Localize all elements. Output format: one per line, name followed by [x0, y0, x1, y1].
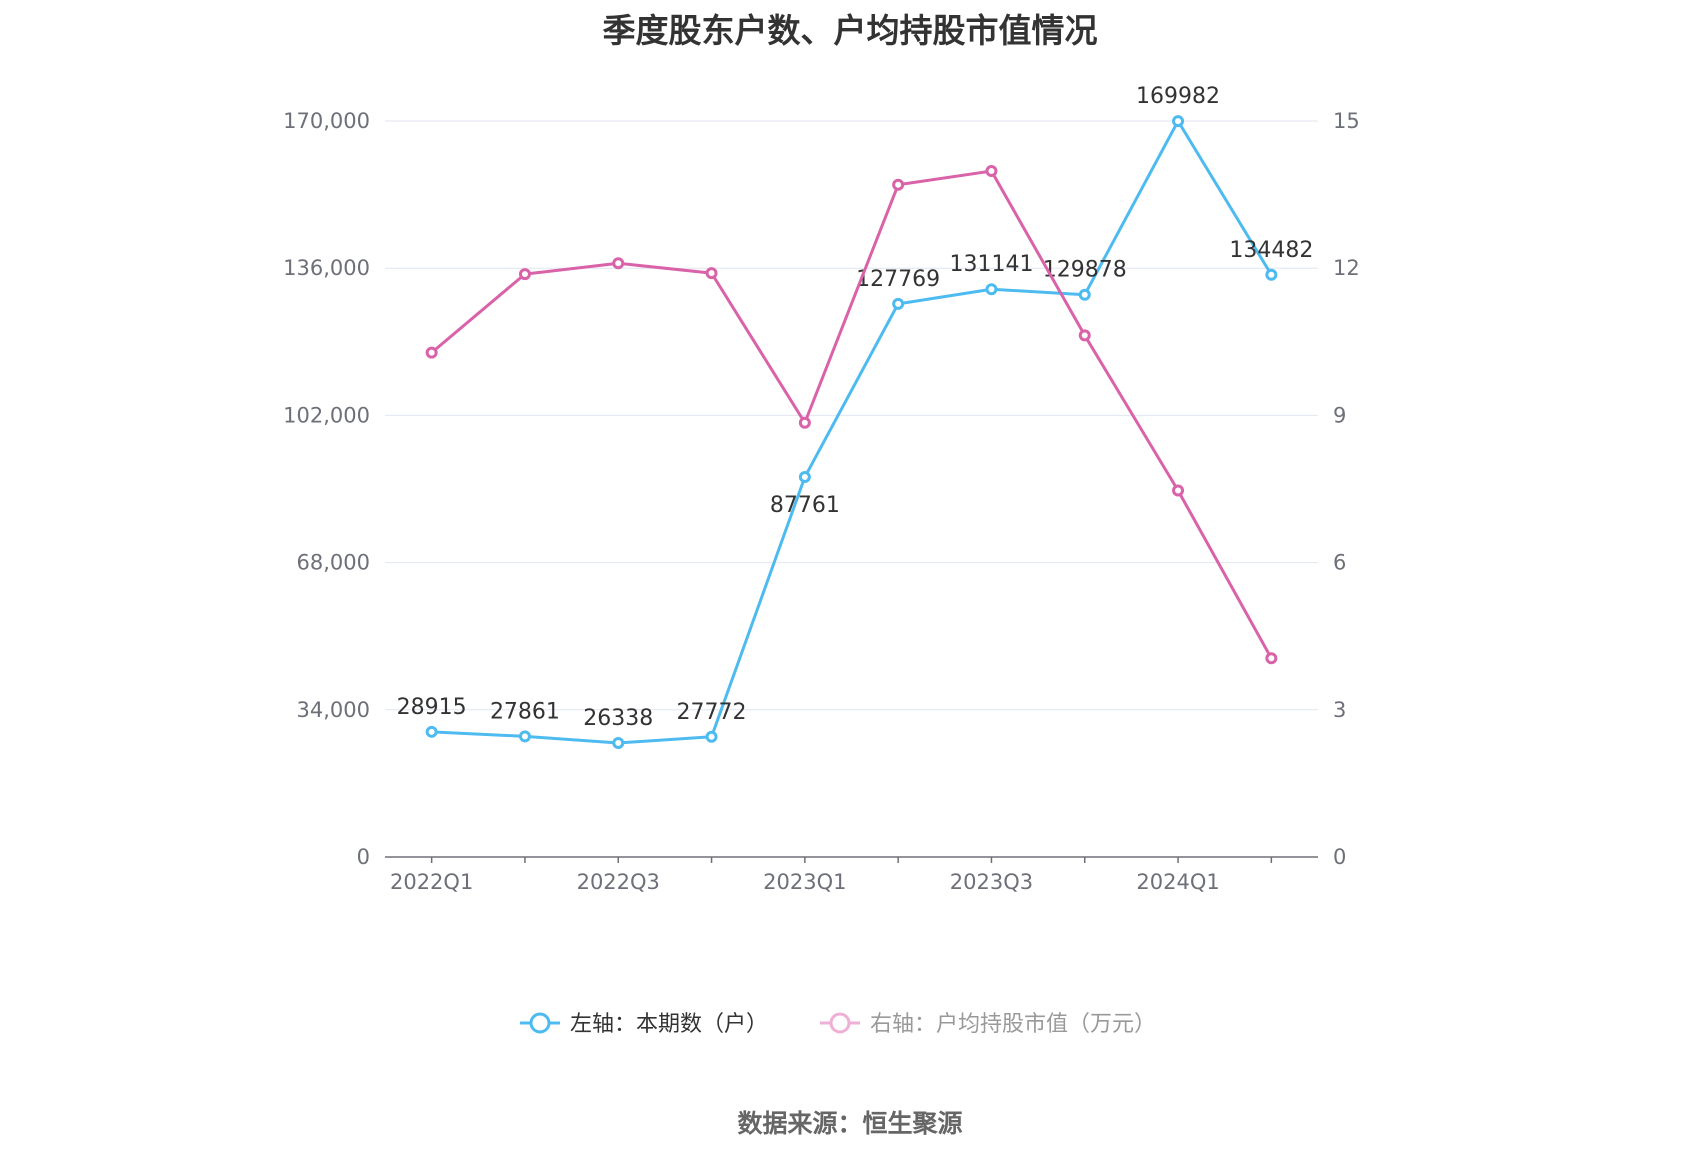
- series-point-right: [1078, 329, 1091, 342]
- series-line-left: [431, 119, 1273, 745]
- series-point-left: [705, 730, 718, 743]
- y-right-tick-label: 6: [1333, 551, 1346, 575]
- series-point-right: [985, 165, 998, 178]
- y-right-tick-label: 12: [1333, 256, 1360, 280]
- data-label: 26338: [583, 706, 653, 731]
- x-tick-label: 2022Q1: [390, 870, 473, 894]
- series-point-right: [705, 267, 718, 280]
- y-axis-right: 0 3 6 9 12 15: [1333, 109, 1360, 869]
- series-point-right: [518, 268, 531, 281]
- series-point-right: [425, 346, 438, 359]
- data-label: 127769: [856, 267, 940, 292]
- y-left-tick-label: 102,000: [283, 403, 370, 427]
- y-right-tick-label: 3: [1333, 698, 1346, 722]
- y-left-tick-label: 170,000: [283, 109, 370, 133]
- series-point-left: [612, 736, 625, 749]
- data-label: 27772: [677, 700, 747, 725]
- data-source: 数据来源：恒生聚源: [737, 1109, 963, 1138]
- data-label: 134482: [1229, 238, 1313, 263]
- data-label: 169982: [1136, 84, 1220, 109]
- series-line-right: [430, 169, 1273, 660]
- data-label: 87761: [770, 493, 840, 518]
- legend-marker: [829, 1012, 851, 1034]
- x-tick-label: 2023Q1: [763, 870, 846, 894]
- y-axis-left: 0 34,000 68,000 102,000 136,000 170,000: [283, 109, 370, 869]
- y-left-tick-label: 68,000: [297, 551, 370, 575]
- series-point-left: [985, 283, 998, 296]
- series-point-left: [892, 297, 905, 310]
- series-point-right: [1172, 484, 1185, 497]
- data-label: 131141: [949, 252, 1033, 277]
- data-label: 27861: [490, 699, 560, 724]
- series-point-left: [1265, 268, 1278, 281]
- series-layer: 28915 27861 26338 27772 87761 127769 131141 129…: [397, 84, 1313, 749]
- data-label: 129878: [1043, 258, 1127, 283]
- series-point-left: [798, 471, 811, 484]
- x-tick-label: 2022Q3: [577, 870, 660, 894]
- x-axis: 2022Q1 2022Q3 2023Q1 2023Q3 2024Q1: [385, 856, 1318, 894]
- x-tick-label: 2023Q3: [950, 870, 1033, 894]
- legend-label: 左轴：本期数（户）: [570, 1012, 768, 1037]
- legend-marker: [529, 1012, 551, 1034]
- x-tick-label: 2024Q1: [1136, 870, 1219, 894]
- legend: 左轴：本期数（户） 右轴：户均持股市值（万元）: [520, 1012, 1156, 1037]
- y-left-tick-label: 0: [357, 845, 370, 869]
- series-point-right: [612, 257, 625, 270]
- y-right-tick-label: 15: [1333, 109, 1360, 133]
- grid-lines: [385, 120, 1318, 711]
- y-right-tick-label: 0: [1333, 845, 1346, 869]
- series-point-right: [1265, 652, 1278, 665]
- y-right-tick-label: 9: [1333, 403, 1346, 427]
- data-label: 28915: [397, 695, 467, 720]
- series-point-right: [798, 416, 811, 429]
- chart-title: 季度股东户数、户均持股市值情况: [602, 11, 1098, 50]
- y-left-tick-label: 34,000: [297, 698, 370, 722]
- legend-label: 右轴：户均持股市值（万元）: [870, 1012, 1156, 1037]
- series-point-left: [425, 725, 438, 738]
- series-point-left: [1078, 288, 1091, 301]
- series-point-right: [892, 178, 905, 191]
- series-point-left: [518, 730, 531, 743]
- y-left-tick-label: 136,000: [283, 256, 370, 280]
- series-point-left: [1172, 115, 1185, 128]
